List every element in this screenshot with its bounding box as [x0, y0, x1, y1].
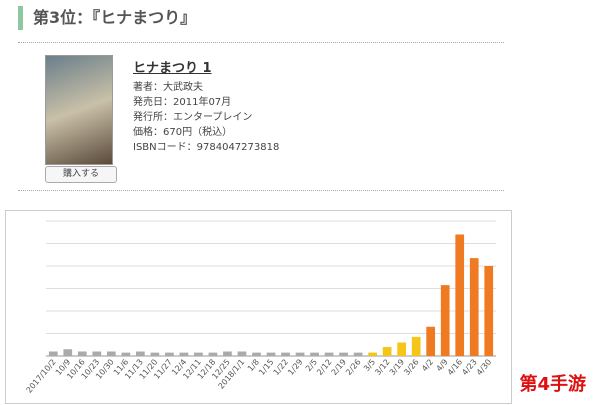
bar [469, 258, 479, 356]
bar [353, 352, 363, 356]
bar [440, 285, 450, 356]
x-tick-label: 4/2 [420, 358, 435, 374]
detail: ISBNコード：9784047273818 [133, 142, 280, 153]
x-tick-label: 1/15 [257, 358, 275, 378]
book-title[interactable]: ヒナまつり 1 [133, 61, 212, 76]
detail: 著者：大武政夫 [133, 82, 203, 93]
x-tick-label: 4/30 [475, 358, 493, 378]
bar [63, 349, 73, 356]
bar [208, 352, 218, 356]
bar [484, 266, 494, 356]
book-cover[interactable] [45, 55, 113, 165]
x-tick-label: 3/19 [388, 358, 406, 378]
bar [339, 352, 348, 356]
x-tick-label: 2/19 [330, 358, 348, 378]
bar [194, 352, 203, 356]
x-tick-label: 3/12 [373, 358, 391, 378]
bar [150, 352, 160, 356]
ranking-heading: 第3位：『ヒナまつり』 [18, 6, 196, 30]
bar [281, 352, 290, 356]
x-tick-label: 2/12 [315, 358, 333, 378]
x-tick-label: 3/26 [402, 358, 420, 378]
x-tick-label: 2017/10/2 [25, 358, 58, 395]
watermark: 第4手游 [519, 374, 586, 395]
bar [310, 352, 319, 356]
bar [106, 351, 116, 356]
x-tick-label: 1/29 [286, 358, 304, 378]
bar [77, 351, 87, 356]
buy-button[interactable]: 購入する [45, 166, 117, 183]
divider [18, 42, 504, 43]
bar [324, 352, 334, 356]
bar [121, 352, 131, 356]
divider [18, 190, 504, 191]
bar [237, 351, 247, 356]
bar [397, 342, 406, 356]
x-tick-label: 4/16 [446, 358, 464, 378]
bar [48, 351, 58, 356]
x-tick-label: 2/26 [344, 358, 362, 378]
bar [426, 326, 436, 356]
bar [295, 352, 305, 356]
detail: 価格：670円（税込） [133, 127, 233, 138]
x-tick-label: 4/23 [460, 358, 478, 378]
bar [368, 352, 377, 356]
detail: 発売日：2011年07月 [133, 97, 232, 108]
bar [179, 352, 189, 356]
bar [411, 336, 421, 356]
chart: 2017/10/210/910/1610/2310/3011/611/1311/… [25, 220, 496, 395]
bar [136, 351, 145, 356]
bar [252, 352, 261, 356]
bar [92, 351, 102, 356]
chart-box: 2017/10/2 10/9 10/16 10/23 10/30 11/6 11/13 11/… [5, 210, 512, 404]
x-tick-label: 1/22 [272, 358, 290, 378]
bar [266, 352, 276, 356]
bar [223, 351, 232, 356]
detail: 発行所：エンタープレイン [133, 112, 253, 123]
bar [382, 347, 392, 356]
bar [455, 234, 465, 356]
book-details: 著者：大武政夫 発売日：2011年07月 発行所：エンタープレイン 価格：670… [133, 80, 279, 155]
bar [165, 352, 174, 356]
